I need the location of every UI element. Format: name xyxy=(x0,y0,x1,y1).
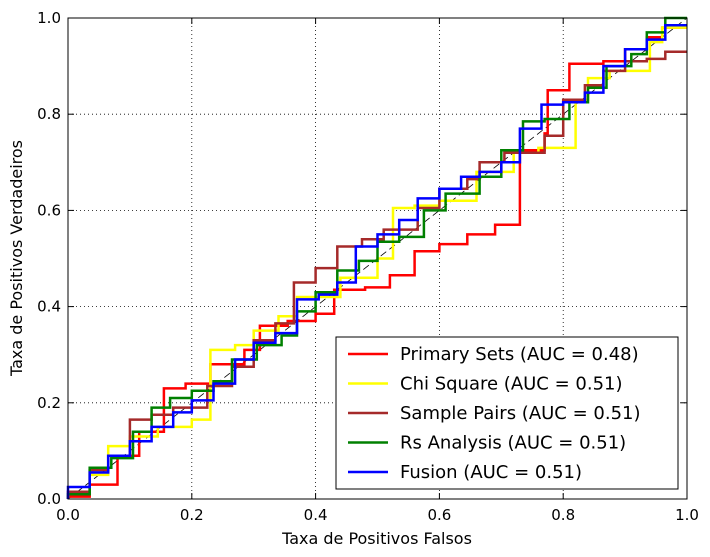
x-tick-label: 0.2 xyxy=(180,506,204,524)
y-tick-label: 0.2 xyxy=(37,394,61,412)
y-tick-label: 0.0 xyxy=(37,490,61,508)
y-axis-label: Taxa de Positivos Verdadeiros xyxy=(7,140,26,377)
y-tick-label: 0.6 xyxy=(37,201,61,219)
plot-frame xyxy=(67,17,688,500)
y-tick-label: 0.8 xyxy=(37,105,61,123)
legend-label-4: Fusion (AUC = 0.51) xyxy=(400,462,582,483)
x-tick-label: 0.4 xyxy=(304,506,328,524)
x-axis-label: Taxa de Positivos Falsos xyxy=(281,529,472,548)
x-tick-label: 0.0 xyxy=(56,506,80,524)
series-line-4 xyxy=(66,23,687,499)
x-tick-label: 0.8 xyxy=(551,506,575,524)
series-lines xyxy=(66,16,687,499)
legend-label-3: Rs Analysis (AUC = 0.51) xyxy=(400,433,626,454)
y-tick-label: 0.4 xyxy=(37,298,61,316)
x-tick-label: 0.6 xyxy=(427,506,451,524)
y-tick-label: 1.0 xyxy=(37,9,61,27)
legend-label-2: Sample Pairs (AUC = 0.51) xyxy=(400,403,641,424)
legend-box xyxy=(335,336,679,490)
legend-label-0: Primary Sets (AUC = 0.48) xyxy=(400,344,639,365)
axis-ticks: 0.0 0.2 0.4 0.6 0.8 1.0 0.0 0.2 0.4 0.6 0.8 1.0 xyxy=(37,9,699,524)
legend: Primary Sets (AUC = 0.48) Chi Square (AUC… xyxy=(335,336,679,490)
legend-label-1: Chi Square (AUC = 0.51) xyxy=(400,374,623,395)
series-line-0 xyxy=(66,26,687,499)
x-tick-label: 1.0 xyxy=(675,506,699,524)
series-line-3 xyxy=(66,16,687,499)
